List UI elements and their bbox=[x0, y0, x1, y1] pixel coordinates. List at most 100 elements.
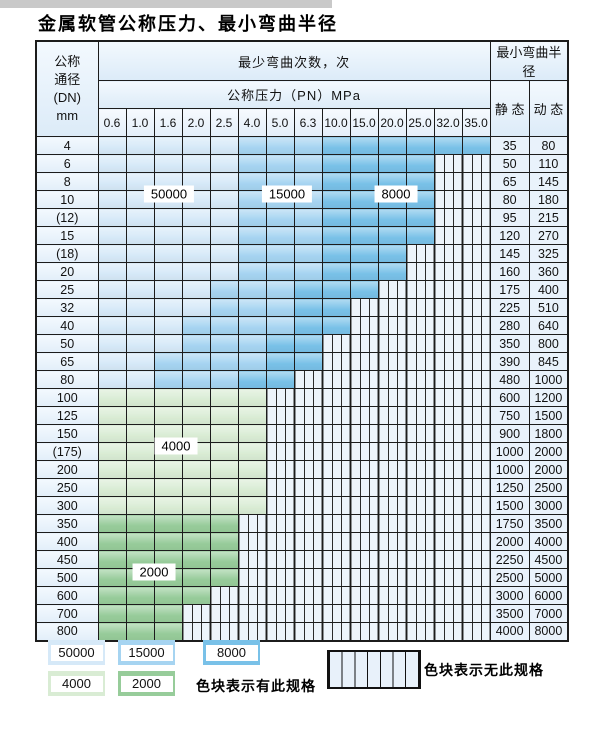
cell-no-spec bbox=[433, 262, 463, 281]
cell-spec-50000 bbox=[181, 154, 211, 173]
cell-no-spec bbox=[433, 550, 463, 569]
cell-no-spec bbox=[349, 388, 379, 407]
dynamic-radius-cell: 7000 bbox=[528, 604, 569, 623]
cell-spec-2000 bbox=[209, 532, 239, 551]
cell-spec-15000 bbox=[237, 316, 267, 335]
cell-spec-4000 bbox=[181, 388, 211, 407]
cell-no-spec bbox=[461, 406, 491, 425]
cell-no-spec bbox=[321, 424, 351, 443]
cell-spec-2000 bbox=[209, 550, 239, 569]
pressure-col-header: 2.5 bbox=[209, 108, 239, 137]
dn-cell: 65 bbox=[35, 352, 99, 371]
static-radius-cell: 1000 bbox=[489, 442, 530, 461]
cell-no-spec bbox=[433, 424, 463, 443]
cell-spec-8000 bbox=[349, 280, 379, 299]
table-row: 32 225 510 bbox=[35, 298, 569, 317]
static-radius-cell: 2000 bbox=[489, 532, 530, 551]
table-row: (18) 145 325 bbox=[35, 244, 569, 263]
table-row: (12) 95 215 bbox=[35, 208, 569, 227]
cell-spec-4000 bbox=[97, 424, 127, 443]
cell-no-spec bbox=[405, 424, 435, 443]
cell-no-spec bbox=[433, 334, 463, 353]
dn-cell: 250 bbox=[35, 478, 99, 497]
cell-no-spec bbox=[349, 424, 379, 443]
cell-spec-8000 bbox=[349, 154, 379, 173]
cell-no-spec bbox=[405, 262, 435, 281]
table-row: 6 50 110 bbox=[35, 154, 569, 173]
dynamic-radius-cell: 1200 bbox=[528, 388, 569, 407]
cell-no-spec bbox=[433, 460, 463, 479]
dynamic-radius-cell: 1800 bbox=[528, 424, 569, 443]
cell-no-spec bbox=[349, 514, 379, 533]
pressure-col-header: 4.0 bbox=[237, 108, 267, 137]
cell-no-spec bbox=[293, 604, 323, 623]
cell-spec-50000 bbox=[153, 136, 183, 155]
cell-spec-2000 bbox=[181, 586, 211, 605]
cell-no-spec bbox=[461, 298, 491, 317]
pressure-table: 公称 通径 (DN) mm 最少弯曲次数，次 最小弯曲半径 公称压力（PN）MP… bbox=[35, 40, 570, 642]
cell-no-spec bbox=[265, 388, 295, 407]
cell-no-spec bbox=[433, 352, 463, 371]
cell-spec-50000 bbox=[181, 244, 211, 263]
cell-spec-15000 bbox=[237, 154, 267, 173]
cell-spec-15000 bbox=[209, 316, 239, 335]
cell-no-spec bbox=[433, 622, 463, 641]
dynamic-radius-cell: 325 bbox=[528, 244, 569, 263]
cell-no-spec bbox=[293, 460, 323, 479]
cell-spec-8000 bbox=[321, 226, 351, 245]
label-4000: 4000 bbox=[154, 437, 198, 455]
cell-spec-8000 bbox=[349, 208, 379, 227]
cell-spec-15000 bbox=[293, 244, 323, 263]
dynamic-radius-cell: 2000 bbox=[528, 442, 569, 461]
dynamic-radius-cell: 400 bbox=[528, 280, 569, 299]
legend-50000-label: 50000 bbox=[50, 644, 103, 661]
table-body: 4 35 80 6 50 110 8 65 145 10 80 180 (12) 95 215 15 120 27… bbox=[35, 136, 569, 641]
cell-spec-2000 bbox=[153, 532, 183, 551]
dn-cell: 40 bbox=[35, 316, 99, 335]
cell-no-spec bbox=[321, 334, 351, 353]
dn-header-line: 公称 bbox=[54, 54, 81, 69]
cell-spec-4000 bbox=[125, 478, 155, 497]
cell-no-spec bbox=[461, 442, 491, 461]
static-radius-cell: 3500 bbox=[489, 604, 530, 623]
cell-no-spec bbox=[349, 622, 379, 641]
cell-spec-15000 bbox=[237, 334, 267, 353]
cell-spec-15000 bbox=[209, 352, 239, 371]
cell-spec-15000 bbox=[237, 280, 267, 299]
pressure-header: 公称压力（PN）MPa bbox=[97, 80, 491, 109]
cell-no-spec bbox=[461, 208, 491, 227]
cell-spec-4000 bbox=[181, 460, 211, 479]
table-row: 700 3500 7000 bbox=[35, 604, 569, 623]
cell-spec-4000 bbox=[97, 388, 127, 407]
cell-spec-15000 bbox=[181, 334, 211, 353]
cell-spec-50000 bbox=[181, 136, 211, 155]
cell-no-spec bbox=[321, 550, 351, 569]
cell-spec-2000 bbox=[125, 586, 155, 605]
cell-spec-4000 bbox=[125, 460, 155, 479]
static-radius-cell: 175 bbox=[489, 280, 530, 299]
cell-spec-15000 bbox=[265, 316, 295, 335]
cell-spec-15000 bbox=[265, 298, 295, 317]
cell-no-spec bbox=[377, 586, 407, 605]
cell-no-spec bbox=[405, 514, 435, 533]
cell-spec-15000 bbox=[237, 352, 267, 371]
dn-cell: (175) bbox=[35, 442, 99, 461]
dn-cell: 300 bbox=[35, 496, 99, 515]
table-row: 600 3000 6000 bbox=[35, 586, 569, 605]
table-row: 500 2500 5000 bbox=[35, 568, 569, 587]
cell-spec-50000 bbox=[125, 244, 155, 263]
dn-cell: 125 bbox=[35, 406, 99, 425]
cell-spec-8000 bbox=[293, 316, 323, 335]
table-row: 400 2000 4000 bbox=[35, 532, 569, 551]
cell-no-spec bbox=[405, 334, 435, 353]
cell-spec-4000 bbox=[209, 496, 239, 515]
table-row: 350 1750 3500 bbox=[35, 514, 569, 533]
bend-radius-header: 最小弯曲半径 bbox=[489, 40, 569, 81]
pressure-table-wrap: 公称 通径 (DN) mm 最少弯曲次数，次 最小弯曲半径 公称压力（PN）MP… bbox=[35, 40, 570, 642]
dn-header-cell: 公称 通径 (DN) mm bbox=[35, 40, 99, 137]
cell-no-spec bbox=[461, 280, 491, 299]
cell-no-spec bbox=[377, 568, 407, 587]
legend-4000-label: 4000 bbox=[50, 675, 103, 692]
dn-cell: 700 bbox=[35, 604, 99, 623]
cell-spec-50000 bbox=[97, 172, 127, 191]
